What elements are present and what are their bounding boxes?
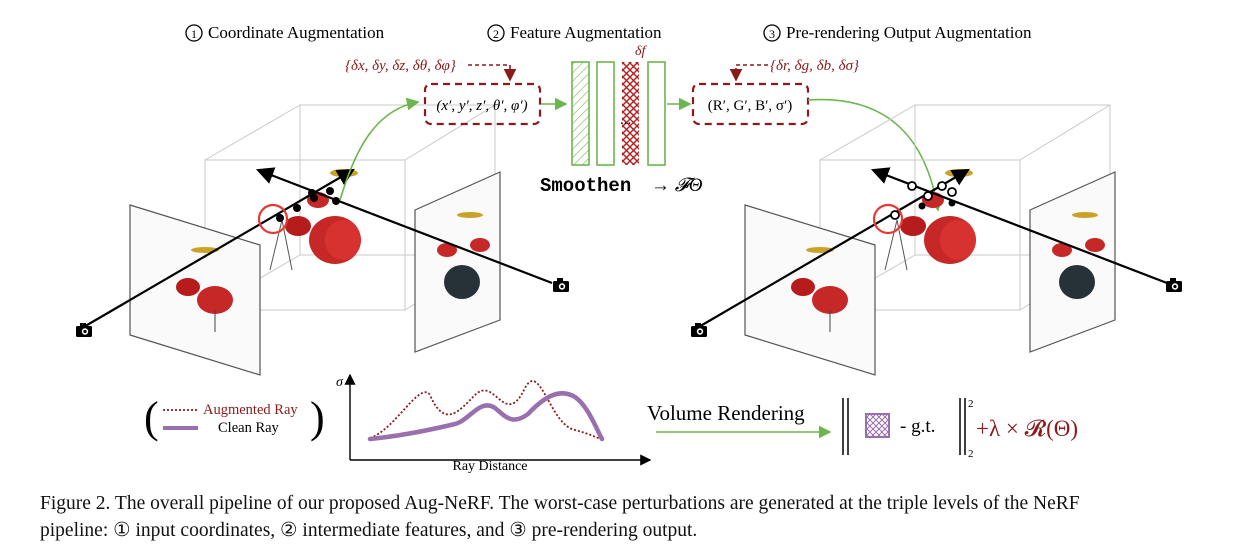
stage2-title: 2 Feature Augmentation xyxy=(487,23,662,42)
svg-text:{δr, δg, δb, δσ}: {δr, δg, δb, δσ} xyxy=(770,58,859,74)
sample-highlight-circle-2 xyxy=(872,203,904,235)
mlp-layer-1 xyxy=(571,61,590,166)
mlp-layer-3 xyxy=(647,61,666,166)
svg-text:3: 3 xyxy=(769,27,775,41)
svg-text:Volume Rendering: Volume Rendering xyxy=(647,401,805,425)
svg-text:+λ × 𝓡(Θ): +λ × 𝓡(Θ) xyxy=(976,416,1078,441)
camera-icon-right xyxy=(553,278,569,292)
mlp-network: ... δf Smoothen → 𝓕Θ xyxy=(540,44,703,197)
svg-text:σ: σ xyxy=(336,375,344,390)
clean-ray-curve xyxy=(367,391,605,442)
right-view-plane-2 xyxy=(1029,171,1116,353)
right-scene xyxy=(691,104,1182,376)
left-camera-ray xyxy=(81,168,355,329)
svg-text:{δx, δy, δz, δθ, δφ}: {δx, δy, δz, δθ, δφ} xyxy=(345,58,456,74)
svg-text:- g.t.: - g.t. xyxy=(900,416,935,437)
stage3-title: 3 Pre-rendering Output Augmentation xyxy=(763,23,1032,42)
svg-text:Augmented Ray: Augmented Ray xyxy=(203,402,298,418)
svg-text:Clean Ray: Clean Ray xyxy=(218,420,280,436)
left-camera-ray-2 xyxy=(696,168,970,329)
sample-points-right xyxy=(918,199,956,210)
to-coordinate-arrow xyxy=(339,97,420,201)
svg-text:1: 1 xyxy=(191,27,197,41)
rendered-color-swatch xyxy=(865,413,890,438)
feature-perturbation-layer xyxy=(622,62,639,165)
svg-text:δf: δf xyxy=(635,44,648,59)
drum-kit-left-small-2 xyxy=(791,247,848,332)
svg-text:): ) xyxy=(310,393,325,442)
svg-text:(x′, y′, z′, θ′, φ′): (x′, y′, z′, θ′, φ′) xyxy=(436,98,527,114)
to-render-arrow xyxy=(807,98,943,212)
camera-icon-left-2 xyxy=(691,323,707,337)
left-scene xyxy=(76,97,569,376)
camera-icon-left xyxy=(76,323,92,337)
camera-icon-right-2 xyxy=(1166,278,1182,292)
augmented-ray-curve xyxy=(369,380,603,441)
svg-text:Ray Distance: Ray Distance xyxy=(452,459,527,474)
svg-text:Coordinate Augmentation: Coordinate Augmentation xyxy=(208,23,385,42)
caption-line-1: Figure 2. The overall pipeline of our pr… xyxy=(40,493,1080,514)
clean-sample-points xyxy=(276,187,340,222)
figure-caption: Figure 2. The overall pipeline of our pr… xyxy=(40,490,1252,544)
svg-text:...: ... xyxy=(620,112,631,128)
drum-kit-right-small-2 xyxy=(1052,212,1105,299)
drum-kit-center xyxy=(269,169,361,271)
coordinate-tuple-box xyxy=(423,82,542,126)
svg-text:2: 2 xyxy=(493,27,499,41)
svg-text:Feature Augmentation: Feature Augmentation xyxy=(510,23,662,42)
output-perturbation: {δr, δg, δb, δσ} (R′, G′, B′, σ′) xyxy=(691,58,943,212)
output-tuple-box xyxy=(691,82,810,126)
sample-highlight-circle xyxy=(257,203,289,235)
svg-text:2: 2 xyxy=(968,398,974,410)
pipeline-diagram: 1 Coordinate Augmentation 2 Feature Augm… xyxy=(76,23,1182,474)
svg-text:Pre-rendering Output Augmentat: Pre-rendering Output Augmentation xyxy=(786,23,1032,42)
caption-line-2: pipeline: ① input coordinates, ② interme… xyxy=(40,520,698,541)
stage1-title: 1 Coordinate Augmentation xyxy=(185,23,385,42)
right-view-plane xyxy=(414,171,501,353)
drum-kit-center-2 xyxy=(884,169,976,271)
mlp-layer-2 xyxy=(596,61,615,166)
svg-text:→ 𝓕Θ: → 𝓕Θ xyxy=(651,175,703,196)
svg-text:Smoothen: Smoothen xyxy=(540,175,631,197)
loss-expression: Volume Rendering - g.t. 2 2 +λ × 𝓡(Θ) xyxy=(647,398,1078,460)
svg-text:(R′, G′, B′, σ′): (R′, G′, B′, σ′) xyxy=(708,98,793,114)
ray-legend: ( Augmented Ray Clean Ray ) xyxy=(144,393,325,442)
svg-text:(: ( xyxy=(144,393,159,442)
right-camera-ray xyxy=(255,167,553,285)
svg-text:2: 2 xyxy=(968,448,974,460)
density-plot: σ Ray Distance xyxy=(336,373,652,474)
coordinate-perturbation: {δx, δy, δz, δθ, δφ} (x′, y′, z′, θ′, φ′… xyxy=(345,58,568,126)
drum-kit-right-small xyxy=(437,212,490,299)
augmented-sample-points xyxy=(890,181,957,220)
right-camera-ray-2 xyxy=(870,167,1168,285)
